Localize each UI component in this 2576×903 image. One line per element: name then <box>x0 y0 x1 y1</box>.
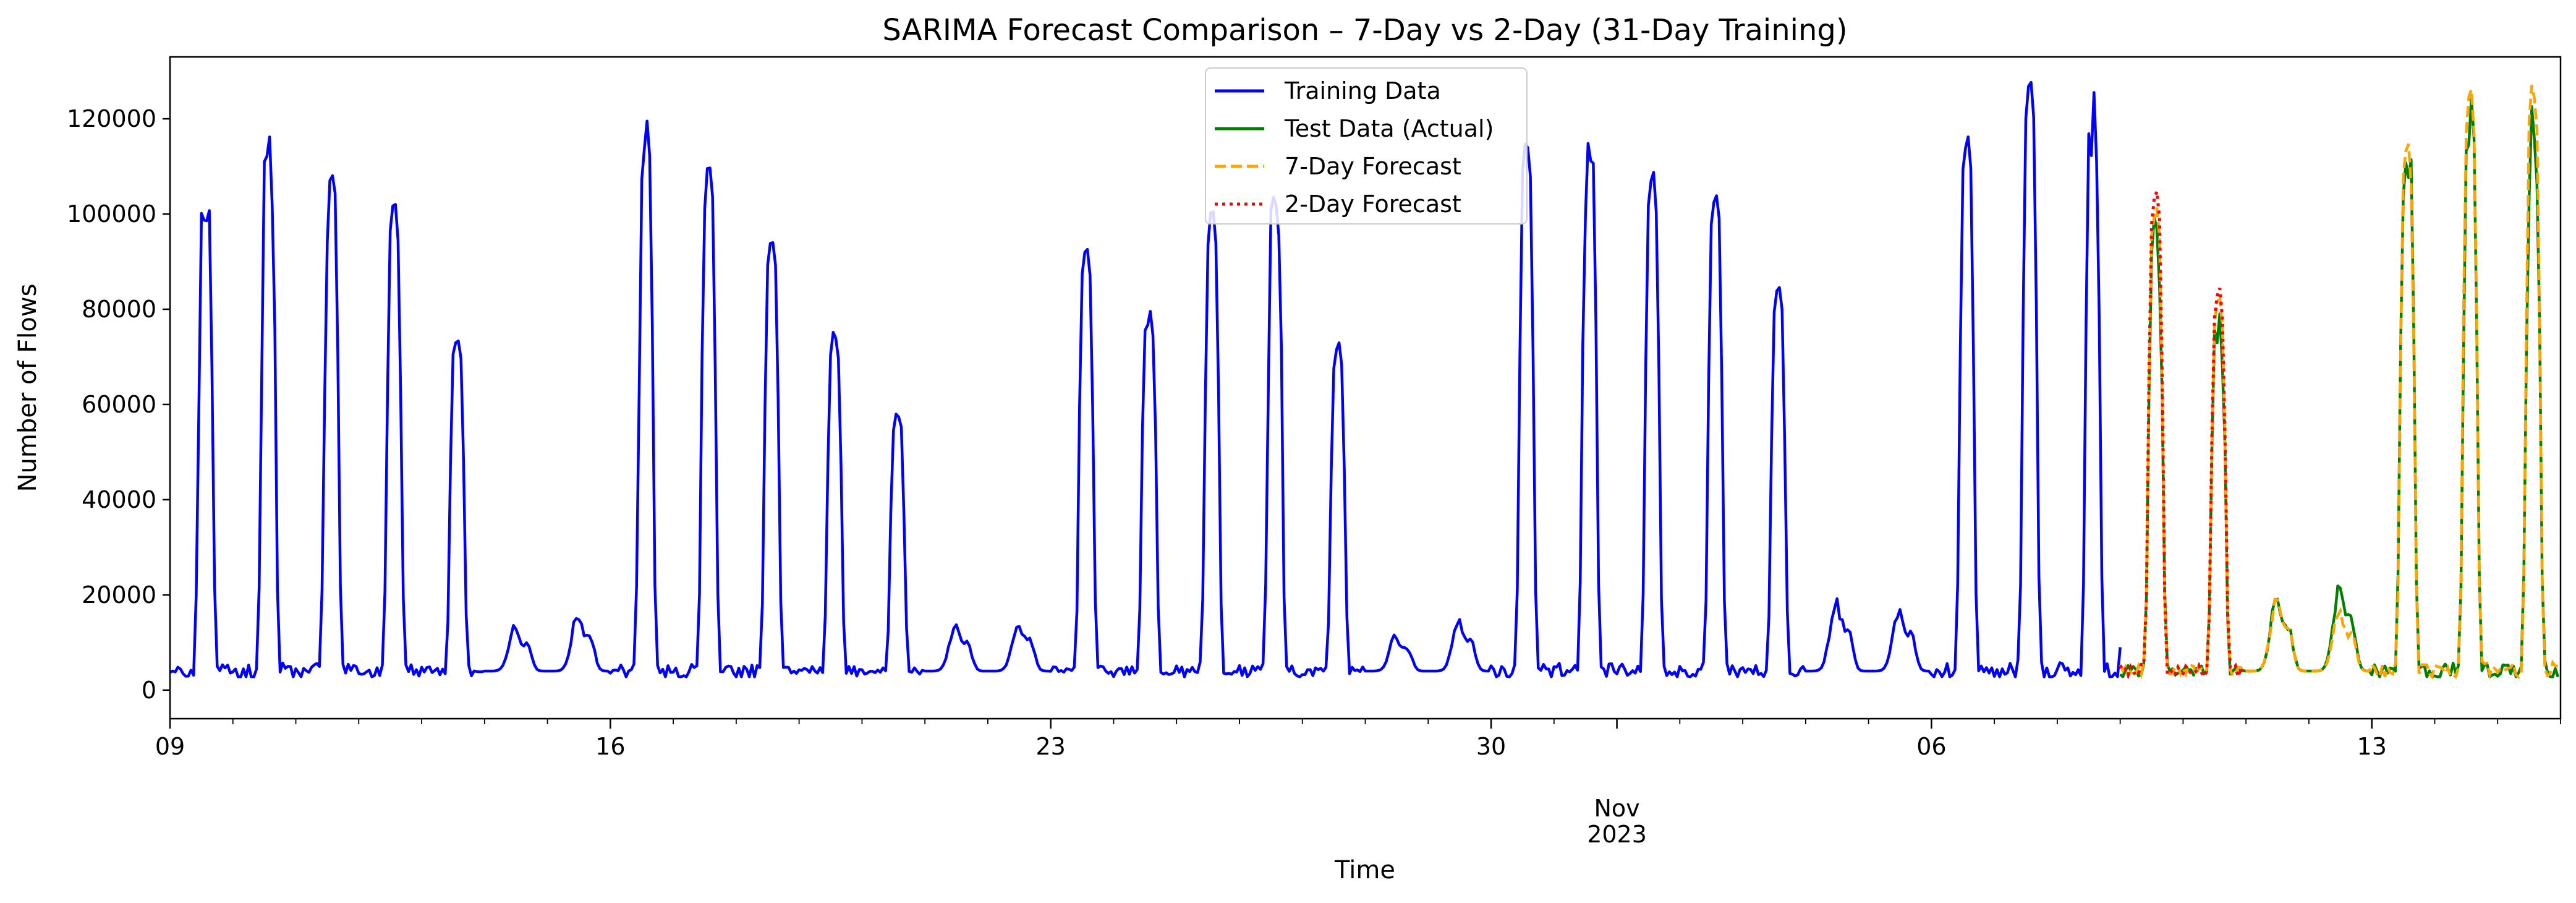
y-tick-label: 20000 <box>82 581 156 609</box>
test-data-line <box>2119 97 2559 678</box>
y-axis-title: Number of Flows <box>14 284 42 492</box>
x-axis-title: Time <box>1334 856 1395 884</box>
series-layer <box>169 80 2559 683</box>
x-tick-label: 06 <box>1916 733 1946 760</box>
y-tick-label: 100000 <box>67 200 156 228</box>
y-tick-label: 80000 <box>82 296 156 323</box>
y-tick-label: 40000 <box>82 486 156 513</box>
legend-forecast-2day-label: 2-Day Forecast <box>1285 190 1461 218</box>
legend-test-label: Test Data (Actual) <box>1284 115 1494 142</box>
legend: Training Data Test Data (Actual) 7-Day For… <box>1205 67 1528 225</box>
x-tick-label: 23 <box>1036 733 1066 760</box>
axes-layer: 0 20000 40000 60000 80000 100000 120000 09 16 23 3… <box>67 105 2561 848</box>
legend-training-label: Training Data <box>1284 77 1441 105</box>
legend-box <box>1205 67 1528 225</box>
x-tick-label: 16 <box>595 733 625 760</box>
y-tick-label: 0 <box>142 677 156 704</box>
y-tick-label: 120000 <box>67 105 156 132</box>
training-data-line <box>169 80 2122 678</box>
chart-title: SARIMA Forecast Comparison – 7-Day vs 2-… <box>882 13 1847 48</box>
x-month-label: Nov <box>1594 795 1639 822</box>
forecast-7day-line <box>2119 85 2558 681</box>
x-tick-label: 09 <box>155 733 185 760</box>
plot-frame <box>169 56 2562 720</box>
x-tick-label: 13 <box>2357 733 2387 760</box>
x-tick-label: 30 <box>1476 733 1506 760</box>
legend-forecast-7day-label: 7-Day Forecast <box>1285 153 1461 180</box>
y-tick-label: 60000 <box>82 391 156 418</box>
forecast-2day-line <box>2119 190 2245 683</box>
x-year-label: 2023 <box>1587 821 1647 848</box>
